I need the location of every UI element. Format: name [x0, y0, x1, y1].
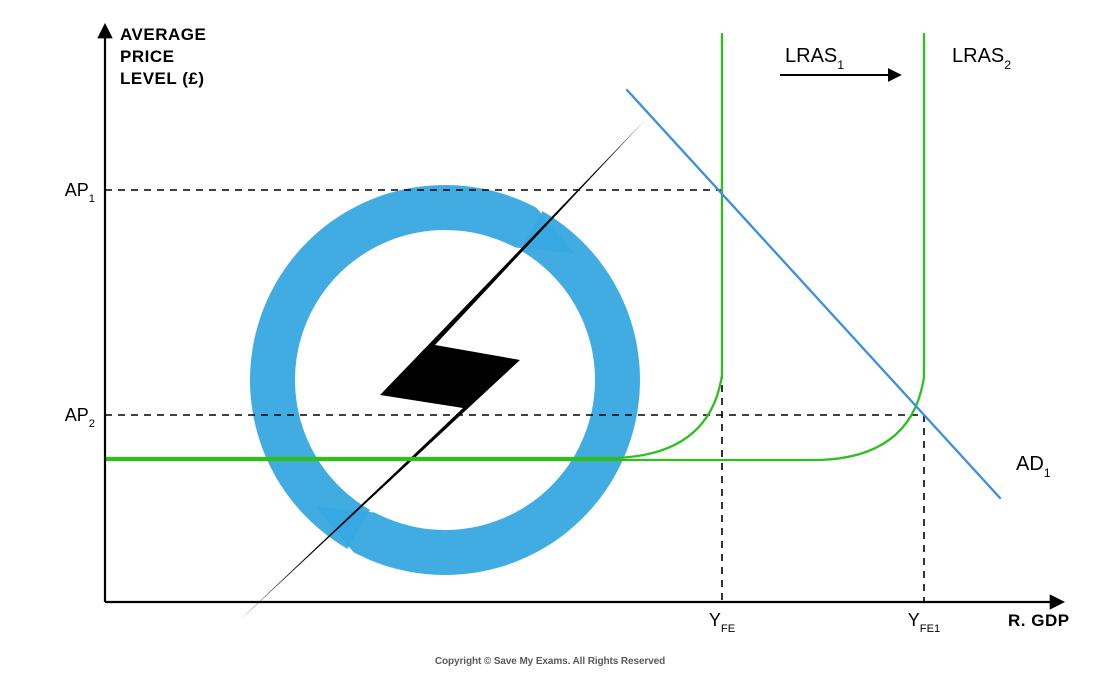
chart-canvas: AVERAGE PRICE LEVEL (£) R. GDP AP1 AP2 YFE YFE1…	[0, 0, 1100, 676]
y-tick-ap2: AP2	[65, 405, 95, 430]
y-axis-label: PRICE	[120, 47, 174, 66]
y-axis-label: AVERAGE	[120, 25, 206, 44]
labels: AVERAGE PRICE LEVEL (£) R. GDP AP1 AP2 YFE YFE1…	[65, 25, 1070, 635]
label-ad1: AD1	[1016, 453, 1051, 480]
y-axis-label: LEVEL (£)	[120, 69, 204, 88]
x-axis-label: R. GDP	[1008, 611, 1070, 630]
watermark-logo-icon	[240, 120, 645, 620]
label-lras2: LRAS2	[952, 45, 1011, 72]
x-tick-yfe1: YFE1	[908, 610, 940, 635]
label-lras1: LRAS1	[785, 45, 844, 72]
copyright-text: Copyright © Save My Exams. All Rights Re…	[435, 656, 665, 667]
y-tick-ap1: AP1	[65, 180, 95, 205]
x-tick-yfe: YFE	[709, 610, 735, 635]
